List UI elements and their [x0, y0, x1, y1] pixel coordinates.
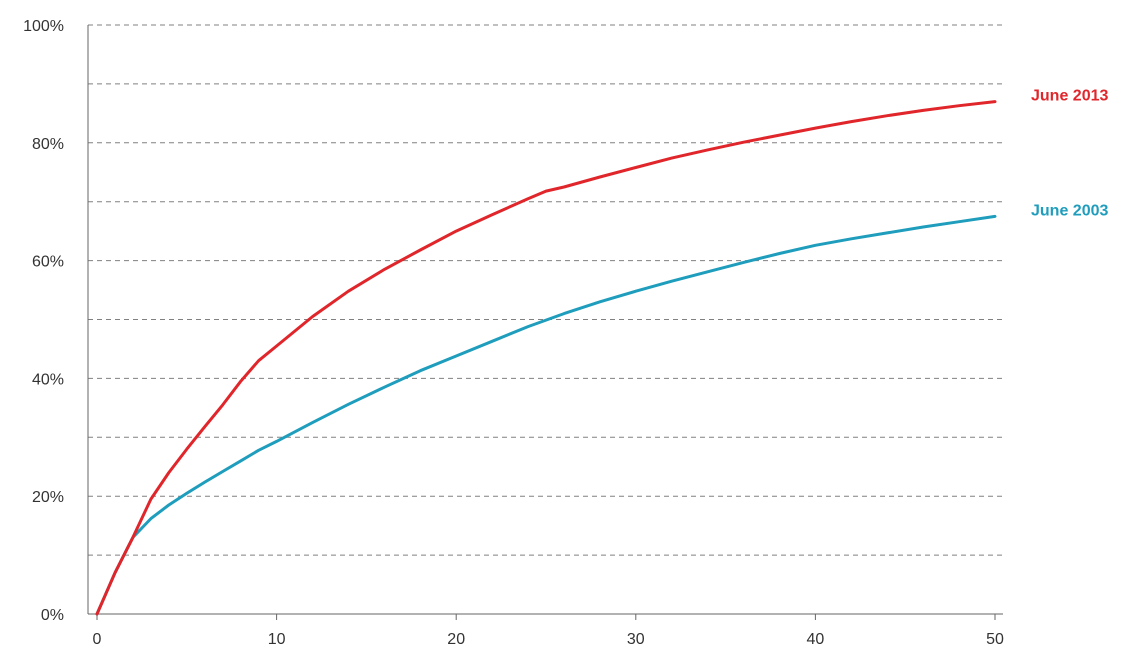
x-tick-label: 50 — [986, 631, 1004, 648]
series-line-june-2013 — [95, 100, 997, 616]
series-lines — [95, 100, 997, 616]
y-axis-ticks: 0% 20% 40% 60% 80% 100% — [23, 18, 64, 624]
y-tick-label: 80% — [32, 136, 64, 153]
y-tick-label: 100% — [23, 18, 64, 35]
y-tick-label: 40% — [32, 371, 64, 388]
x-tick-label: 40 — [807, 631, 825, 648]
series-labels: June 2013 June 2003 — [1031, 88, 1108, 220]
series-label-june-2003: June 2003 — [1031, 202, 1108, 219]
x-tick-label: 10 — [268, 631, 286, 648]
series-line-june-2003 — [95, 214, 997, 616]
gridlines — [88, 24, 1003, 556]
x-axis-ticks: 0 10 20 30 40 50 — [93, 614, 1004, 648]
x-tick-label: 0 — [93, 631, 102, 648]
y-tick-label: 20% — [32, 489, 64, 506]
y-tick-label: 60% — [32, 254, 64, 271]
x-tick-label: 20 — [447, 631, 465, 648]
series-label-june-2013: June 2013 — [1031, 88, 1108, 105]
y-tick-label: 0% — [41, 607, 64, 624]
x-tick-label: 30 — [627, 631, 645, 648]
axes — [87, 25, 1003, 615]
